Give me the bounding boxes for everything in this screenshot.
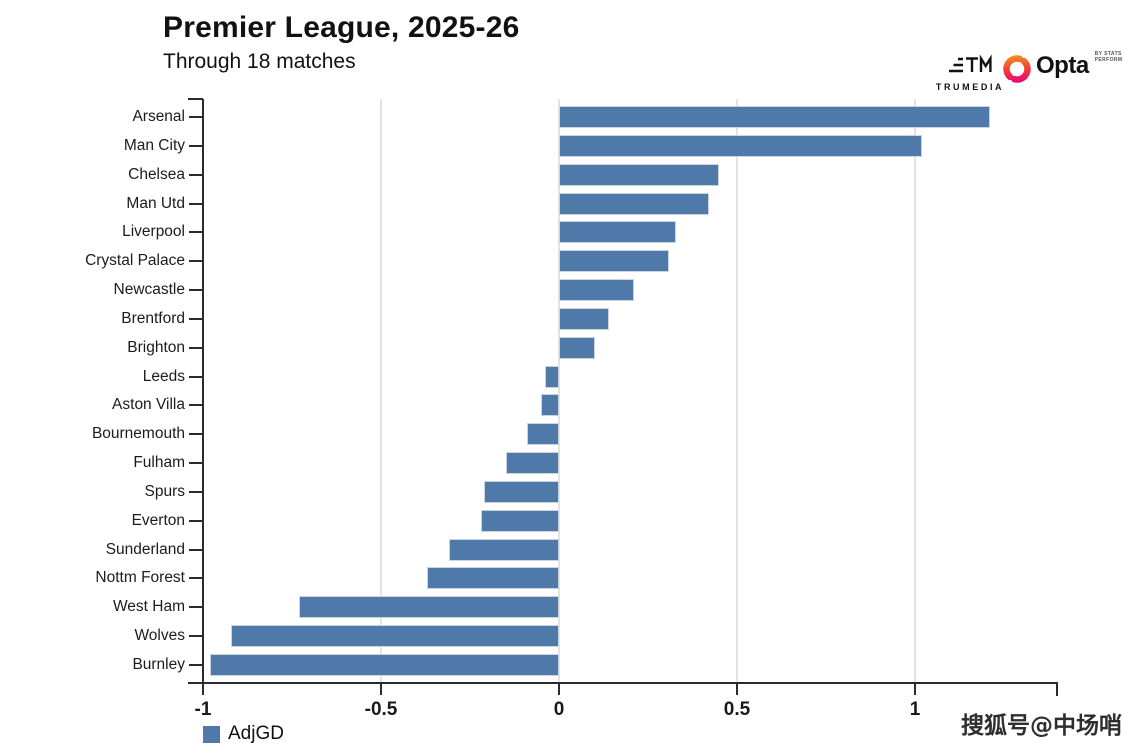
y-tick	[189, 317, 203, 320]
y-tick	[189, 289, 203, 292]
trumedia-icon	[946, 54, 994, 80]
bar	[231, 625, 559, 648]
y-axis-label: Wolves	[134, 627, 185, 645]
y-axis-label: Bournemouth	[91, 425, 185, 443]
y-axis-label: Man City	[123, 136, 185, 154]
y-tick	[189, 346, 203, 349]
y-tick	[189, 606, 203, 609]
gridline	[380, 99, 382, 683]
bar	[484, 480, 559, 503]
bar	[559, 250, 670, 273]
y-axis-label: Everton	[131, 511, 185, 529]
gridline	[558, 99, 560, 683]
y-tick	[189, 173, 203, 176]
opta-ring-icon	[1003, 53, 1031, 90]
bar	[544, 365, 559, 388]
y-tick	[189, 519, 203, 522]
bar	[299, 596, 559, 619]
bar	[427, 567, 559, 590]
legend-swatch	[203, 725, 220, 743]
bar	[559, 336, 595, 359]
legend: AdjGD	[203, 723, 284, 745]
x-tick	[558, 682, 560, 695]
y-axis-label: Aston Villa	[112, 396, 185, 414]
bar	[559, 307, 609, 330]
x-tick-label: 0.5	[723, 699, 751, 720]
y-axis-label: Crystal Palace	[85, 252, 185, 270]
x-tick-label: -1	[194, 699, 212, 720]
trumedia-logo: TRUMEDIA	[935, 52, 1005, 92]
trumedia-wordmark: TRUMEDIA	[935, 82, 1005, 92]
y-axis-label: Brentford	[121, 309, 185, 327]
gridline	[736, 99, 738, 683]
y-tick	[189, 663, 203, 666]
y-axis-label: Brighton	[127, 338, 185, 356]
chart-subtitle: Through 18 matches	[163, 50, 356, 73]
x-tick	[914, 682, 916, 695]
bar	[526, 423, 559, 446]
y-tick	[189, 202, 203, 205]
bar	[559, 106, 990, 128]
y-tick	[189, 404, 203, 407]
bar	[448, 538, 559, 561]
opta-logo: Opta by STATS PERFORM	[1003, 51, 1125, 90]
y-tick	[189, 577, 203, 580]
y-axis-label: West Ham	[112, 598, 185, 616]
legend-label: AdjGD	[228, 723, 284, 744]
y-axis-line	[202, 99, 204, 684]
y-tick	[189, 490, 203, 493]
y-axis-label: Nottm Forest	[95, 569, 185, 587]
y-axis-label: Sunderland	[105, 540, 185, 558]
gridline	[914, 99, 916, 683]
y-axis-label: Chelsea	[128, 165, 185, 183]
x-tick	[736, 682, 738, 695]
bar	[210, 653, 559, 676]
y-tick	[189, 635, 203, 638]
y-axis-label: Spurs	[144, 482, 186, 500]
x-tick	[380, 682, 382, 695]
y-tick	[189, 144, 203, 147]
y-axis-label: Arsenal	[132, 108, 185, 125]
chart-title: Premier League, 2025-26	[163, 11, 520, 44]
y-axis-label: Liverpool	[122, 223, 185, 241]
opta-wordmark: Opta	[1036, 52, 1089, 79]
y-tick	[189, 462, 203, 465]
bar	[480, 509, 559, 532]
watermark: 搜狐号@中场哨	[961, 713, 1122, 739]
y-axis-end-cap	[188, 98, 203, 100]
y-tick	[189, 116, 203, 118]
y-axis-label: Burnley	[132, 655, 185, 673]
x-tick-label: 0	[553, 699, 565, 720]
y-tick	[189, 548, 203, 551]
y-axis-label: Man Utd	[126, 194, 185, 212]
x-axis-end-cap	[1056, 682, 1058, 696]
bar	[559, 163, 720, 186]
y-tick	[189, 433, 203, 436]
bar	[541, 394, 559, 417]
x-tick	[202, 682, 204, 695]
opta-tagline: by STATS PERFORM	[1094, 51, 1123, 63]
y-axis-label: Newcastle	[113, 281, 186, 299]
bar	[559, 279, 634, 302]
x-tick-label: 1	[909, 699, 921, 720]
y-axis-label: Leeds	[142, 367, 185, 385]
bar	[505, 452, 559, 475]
bar	[559, 221, 677, 244]
bar	[559, 192, 709, 215]
y-tick	[189, 375, 203, 378]
x-axis-line	[188, 682, 1058, 684]
y-axis-label: Fulham	[133, 454, 185, 472]
y-tick	[189, 231, 203, 234]
x-tick-label: -0.5	[364, 699, 398, 720]
y-tick	[189, 260, 203, 263]
bar	[559, 134, 923, 157]
